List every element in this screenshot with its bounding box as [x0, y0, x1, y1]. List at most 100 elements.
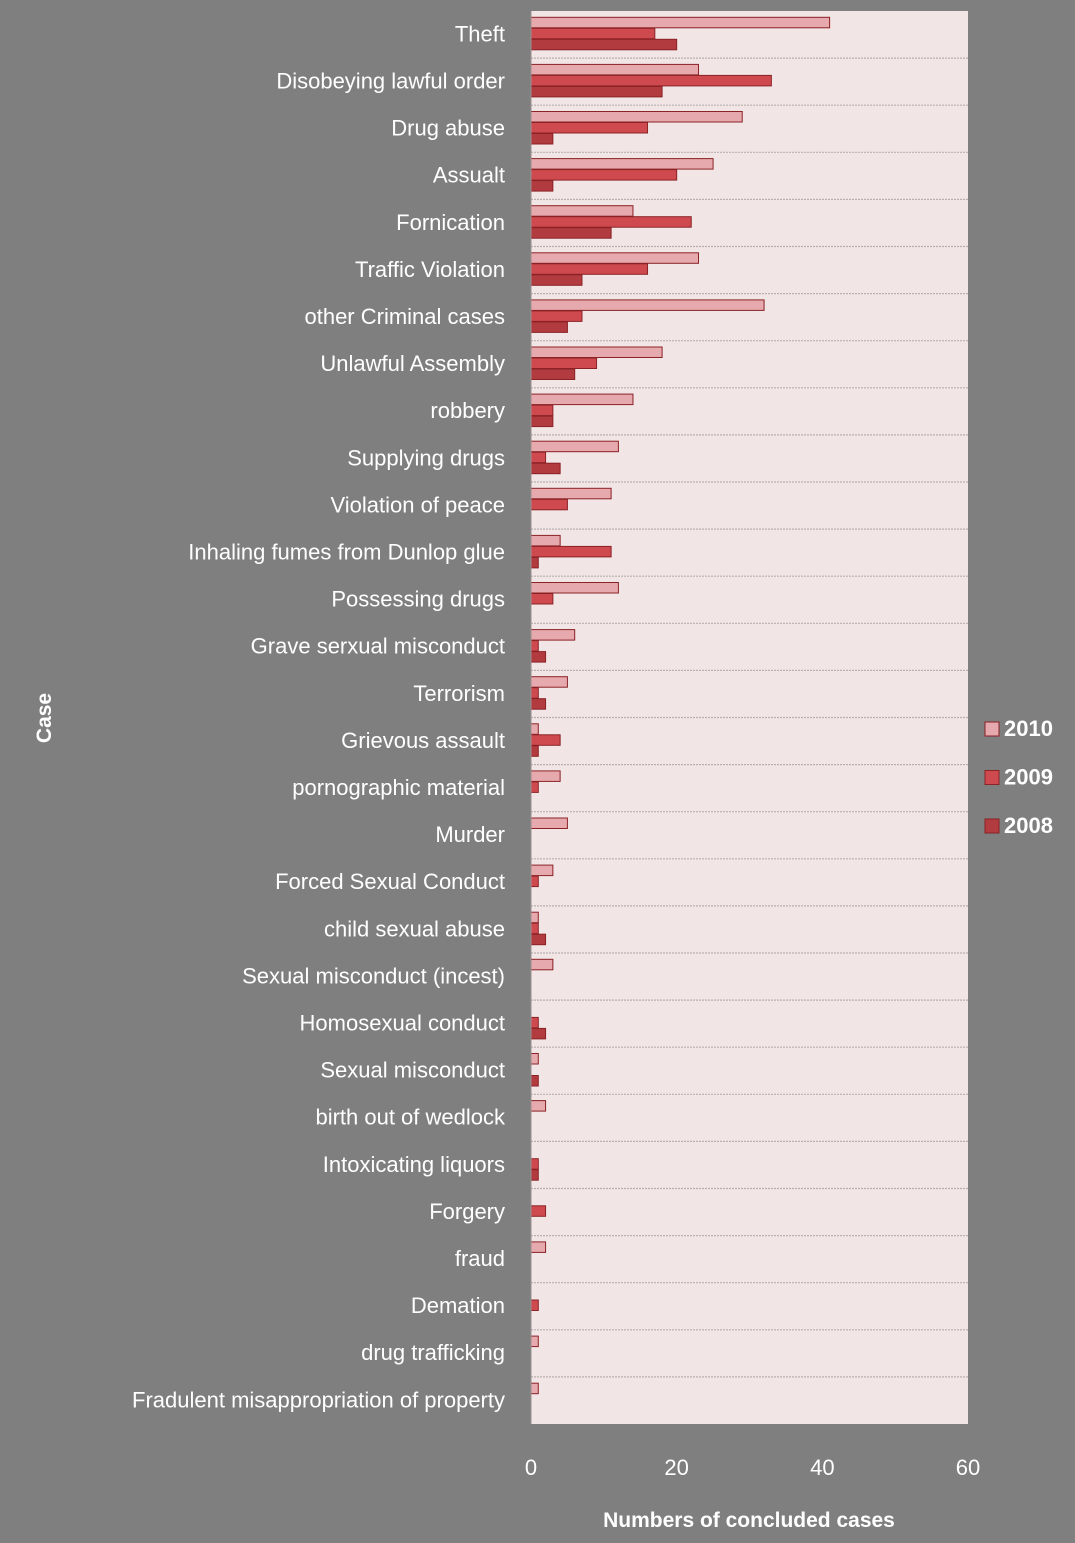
category-label: birth out of wedlock	[315, 1105, 506, 1130]
bar-2009	[530, 687, 539, 699]
x-axis-title: Numbers of concluded cases	[603, 1509, 895, 1532]
category-separators	[531, 57, 968, 1378]
bar-2009	[530, 1205, 547, 1217]
bar-2010	[530, 629, 576, 641]
legend-label-2009: 2009	[1004, 764, 1053, 789]
category-label: Drug abuse	[391, 116, 505, 141]
category-label: Murder	[435, 822, 505, 847]
bar-2009	[530, 781, 539, 793]
bar-2010	[530, 817, 568, 829]
bar-2008	[530, 651, 547, 663]
category-label: Terrorism	[413, 681, 505, 706]
bar-2008	[530, 1075, 539, 1087]
bar-2009	[530, 734, 561, 746]
category-label: child sexual abuse	[324, 916, 505, 941]
legend-swatch-2009	[984, 770, 1000, 785]
bar-2008	[530, 1027, 547, 1040]
bar-2008	[530, 933, 547, 946]
bar-2008	[530, 133, 554, 145]
bar-2009	[530, 1158, 539, 1170]
bar-2009	[530, 451, 547, 464]
category-label: Intoxicating liquors	[323, 1152, 505, 1177]
bar-2009	[530, 122, 649, 134]
category-label: robbery	[430, 398, 505, 423]
bar-2010	[530, 16, 831, 29]
bar-2008	[530, 368, 576, 380]
bar-2010	[530, 864, 554, 877]
bar-2010	[530, 770, 561, 782]
category-label: fraud	[455, 1246, 505, 1271]
bar-2010	[530, 299, 765, 311]
bar-2008	[530, 180, 554, 192]
bar-2009	[530, 640, 539, 652]
bar-2008	[530, 321, 568, 333]
bar-2009	[530, 74, 772, 87]
bar-2008	[530, 462, 561, 475]
category-label: Theft	[455, 21, 505, 46]
bar-2010	[530, 1100, 547, 1112]
bar-2008	[530, 85, 663, 98]
bar-2010	[530, 723, 539, 735]
legend: 2010 2009 2008	[984, 716, 1053, 838]
bar-2010	[530, 1382, 539, 1395]
bar-2010	[530, 1335, 539, 1348]
bar-2008	[530, 1169, 539, 1181]
bar-2008	[530, 227, 612, 239]
category-label: Supplying drugs	[347, 445, 505, 470]
category-label: Grievous assault	[341, 728, 505, 753]
category-label: Inhaling fumes from Dunlop glue	[188, 539, 505, 564]
bar-2010	[530, 252, 700, 264]
bar-2010	[530, 393, 634, 406]
category-label: Fradulent misappropriation of property	[132, 1387, 505, 1412]
category-label: Traffic Violation	[355, 257, 505, 282]
bar-2010	[530, 676, 568, 688]
category-label: Possessing drugs	[331, 587, 505, 612]
legend-swatch-2008	[984, 818, 1000, 834]
bar-2008	[530, 745, 539, 757]
legend-swatch-2010	[984, 721, 1000, 737]
category-label: Assualt	[433, 163, 505, 188]
bar-2009	[530, 593, 554, 605]
bar-2010	[530, 205, 634, 217]
bar-2009	[530, 263, 649, 275]
bar-2010	[530, 111, 743, 123]
legend-label-2010: 2010	[1004, 716, 1053, 741]
bar-2008	[530, 698, 547, 710]
category-label: Sexual misconduct	[320, 1058, 505, 1083]
bar-2010	[530, 440, 619, 453]
category-label: Forced Sexual Conduct	[275, 869, 505, 894]
bar-2008	[530, 415, 554, 428]
category-label: other Criminal cases	[304, 304, 505, 329]
bar-2008	[530, 556, 539, 569]
bar-2010	[530, 958, 554, 971]
category-label: Unlawful Assembly	[320, 351, 505, 376]
category-label: Homosexual conduct	[300, 1010, 505, 1035]
category-label: Violation of peace	[330, 492, 505, 517]
bar-2009	[530, 1016, 539, 1029]
category-label: Disobeying lawful order	[276, 68, 505, 93]
bar-2010	[530, 63, 700, 76]
bar-2009	[530, 27, 656, 40]
y-axis-title: Case	[33, 693, 56, 743]
bar-2009	[530, 404, 554, 417]
bar-2010	[530, 911, 539, 924]
x-tick-label: 20	[664, 1455, 688, 1480]
bar-2010	[530, 1053, 539, 1065]
category-labels: Theft Disobeying lawful order Drug abuse As…	[132, 21, 506, 1412]
category-label: Forgery	[429, 1199, 505, 1224]
bar-2010	[530, 487, 612, 500]
bar-2010	[530, 534, 561, 547]
bar-2008	[530, 38, 678, 51]
category-label: drug trafficking	[361, 1340, 505, 1365]
bar-2009	[530, 498, 568, 511]
bar-2010	[530, 158, 714, 170]
bar-2009	[530, 1299, 539, 1311]
bar-2010	[530, 346, 663, 358]
category-label: Demation	[411, 1293, 505, 1318]
x-tick-label: 60	[956, 1455, 980, 1480]
category-label: Fornication	[396, 210, 505, 235]
bar-2009	[530, 357, 598, 369]
x-tick-label: 0	[525, 1455, 537, 1480]
bar-2010	[530, 1241, 547, 1253]
